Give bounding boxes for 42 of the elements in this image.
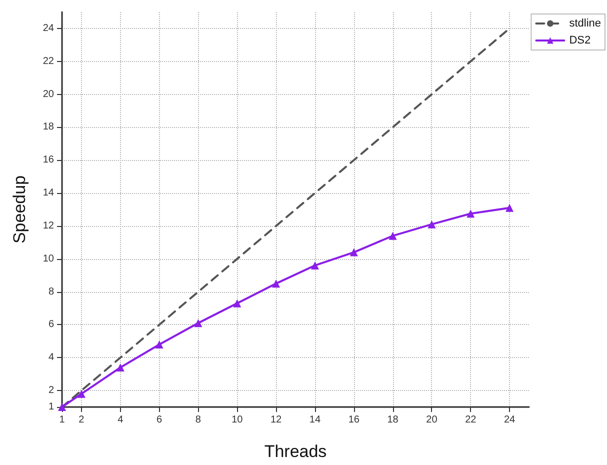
x-tick-label: 2 [78,414,85,426]
y-tick-label: 1 [48,402,54,412]
point [116,364,124,372]
x-tick-label: 4 [118,414,124,426]
y-tick-label: 12 [42,220,54,232]
point [77,390,86,398]
x-tick-label: 12 [270,414,282,426]
x-tick-label: 24 [504,414,516,426]
point [350,248,358,256]
point [310,261,319,270]
x-tick-label: 16 [348,414,360,426]
legend-label: stdline [569,18,601,30]
x-tick-label: 6 [156,414,163,426]
point [428,220,436,228]
point [194,319,202,328]
x-tick-label: 18 [387,414,399,426]
x-axis-title: Threads [264,442,327,461]
y-tick-label: 22 [42,56,54,67]
y-tick-label: 6 [48,319,54,330]
y-tick-label: 14 [42,188,54,199]
y-tick-label: 4 [48,352,54,364]
x-tick-label: 14 [309,414,321,426]
y-tick-label: 2 [48,385,54,396]
x-tick-label: 20 [426,414,438,426]
point [272,280,280,288]
x-tick-label: 10 [232,414,244,426]
x-tick-label: 1 [59,414,66,426]
point [388,232,397,240]
y-tick-label: 20 [42,88,54,100]
legend-label: DS2 [569,34,591,46]
y-tick-label: 24 [42,22,54,34]
y-tick-label: 18 [42,122,54,133]
point [155,340,164,348]
point [466,210,475,218]
point [233,299,242,308]
y-tick-label: 8 [48,286,54,298]
point [506,204,514,212]
y-tick-label: 10 [42,253,54,264]
x-tick-label: 8 [195,414,202,426]
y-tick-label: 16 [42,154,54,166]
y-axis-title: Speedup [10,175,29,244]
x-tick-label: 22 [465,414,477,426]
